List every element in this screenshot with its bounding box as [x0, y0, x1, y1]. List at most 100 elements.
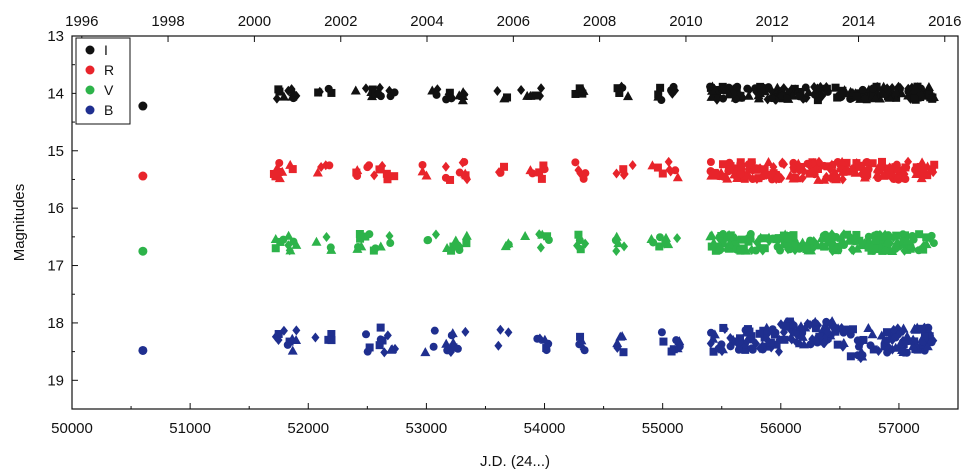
data-point [809, 157, 818, 168]
data-point [922, 233, 931, 242]
data-point [312, 167, 323, 177]
data-point [854, 342, 863, 351]
data-point [882, 336, 891, 345]
data-point [461, 230, 472, 240]
data-point [611, 231, 622, 241]
data-point [664, 156, 673, 167]
data-point [706, 157, 715, 166]
data-point [786, 88, 795, 97]
data-point [615, 331, 626, 341]
data-point [271, 244, 280, 253]
data-point [653, 91, 664, 101]
data-point [386, 239, 395, 248]
legend-marker-V [85, 85, 95, 95]
data-point [623, 91, 634, 101]
data-point [916, 162, 925, 171]
data-point [870, 245, 879, 254]
data-point [889, 324, 898, 335]
data-point [352, 243, 363, 253]
data-point [432, 90, 441, 99]
data-point [322, 231, 331, 242]
data-point [762, 342, 771, 351]
data-point [520, 230, 531, 240]
data-point [361, 83, 370, 94]
data-point [880, 171, 889, 180]
data-point [744, 160, 753, 169]
data-point [613, 238, 624, 248]
data-point [620, 241, 629, 252]
data-point [574, 230, 583, 239]
data-point [743, 336, 752, 347]
data-point [736, 169, 745, 178]
data-point [707, 242, 716, 251]
data-point [830, 323, 839, 332]
data-point [891, 174, 900, 183]
data-point [539, 161, 548, 170]
data-point [376, 323, 385, 332]
data-point [575, 84, 584, 93]
data-point [380, 347, 389, 358]
data-point [732, 172, 743, 182]
data-point [898, 346, 909, 356]
data-point [810, 240, 821, 250]
data-point [760, 234, 769, 243]
data-point [368, 85, 377, 94]
data-point [915, 230, 924, 239]
data-point [757, 84, 766, 93]
data-point [383, 330, 392, 341]
data-point [269, 169, 278, 178]
data-point [864, 243, 873, 252]
data-point [760, 333, 769, 342]
data-point [730, 240, 739, 249]
data-point [871, 236, 880, 245]
data-point [655, 233, 664, 242]
data-point [363, 163, 372, 172]
data-point [772, 174, 781, 185]
data-point [386, 344, 397, 354]
data-point [734, 345, 743, 354]
data-point [385, 230, 394, 241]
data-point [778, 159, 787, 168]
data-point [288, 165, 297, 174]
data-point [745, 84, 754, 95]
data-point [869, 89, 878, 98]
data-point [672, 336, 681, 345]
top-tick-label: 2014 [842, 13, 875, 30]
data-point [571, 158, 580, 167]
data-point [741, 345, 750, 354]
data-point [763, 170, 772, 179]
data-point [542, 344, 551, 353]
data-point [802, 245, 811, 254]
data-point [885, 164, 894, 173]
data-point [898, 323, 909, 333]
data-point [371, 89, 380, 98]
data-point [672, 172, 683, 182]
data-point [869, 84, 878, 93]
data-point [904, 83, 913, 94]
data-point [531, 91, 540, 100]
data-point [866, 341, 875, 350]
data-point [858, 240, 867, 249]
data-point [430, 326, 439, 335]
data-point [496, 324, 505, 335]
data-point [615, 88, 624, 97]
data-point [795, 321, 806, 331]
data-point [718, 239, 727, 248]
data-point [788, 319, 799, 329]
data-point [928, 94, 937, 103]
data-point [763, 156, 774, 166]
data-point [325, 161, 334, 170]
x-tick-label: 55000 [642, 420, 684, 437]
data-point [736, 91, 745, 100]
data-point [755, 88, 766, 98]
data-point [619, 165, 628, 174]
data-point [833, 340, 842, 349]
data-point [783, 239, 792, 248]
data-point [892, 231, 901, 240]
data-point [646, 234, 657, 244]
data-point [884, 92, 895, 102]
data-point [719, 172, 728, 181]
data-point [909, 235, 918, 244]
plot-area [71, 35, 959, 410]
data-point [877, 157, 886, 166]
